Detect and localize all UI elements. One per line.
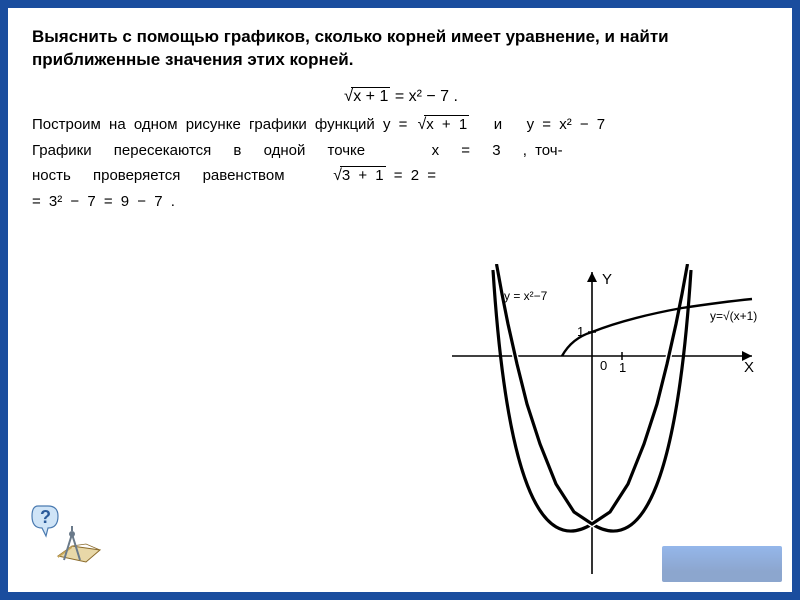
spacer4 [307,167,323,184]
line2-eq1-radicand: x + 1 [424,115,469,133]
sqrt-fn1: x + 1 [416,116,470,134]
parabola-label: y = x²−7 [504,289,548,303]
sqrt-lhs: x + 1 [342,86,390,106]
line3-text: Графики пересекаются в одной точке [32,142,365,159]
svg-text:?: ? [40,507,51,527]
y-axis-label: Y [602,271,612,288]
line2-and: и [494,116,502,133]
corner-accent [662,546,782,582]
line4-radicand: 3 + 1 [340,166,386,184]
help-icon: ? [30,498,102,570]
x-axis-label: X [744,359,754,376]
lhs-radicand: x + 1 [351,87,390,105]
problem-heading: Выяснить с помощью графиков, сколько кор… [32,26,768,72]
line2-text: Построим на одном рисунке графики функци… [32,116,375,133]
graph: 0 1 1 X Y y = x²−7 y=√(x+1) [452,264,762,574]
line4-tail: = 2 = [386,167,436,184]
line4-a: ность [32,167,71,184]
graph-svg: 0 1 1 X Y y = x²−7 y=√(x+1) [452,264,762,574]
line4-c: равенством [203,167,285,184]
verify-line: ность проверяется равенством 3 + 1 = 2 = [32,167,768,185]
construct-line: Построим на одном рисунке графики функци… [32,116,768,134]
result-line: = 3² − 7 = 9 − 7 . [32,193,768,210]
line2-eq1-pref: y = [383,116,416,133]
sqrt-label: y=√(x+1) [710,309,757,323]
period: . [454,88,458,105]
line3-tail: , точ- [523,142,563,159]
origin-label: 0 [600,358,607,373]
line2-eq2: y = x² − 7 [527,116,606,133]
spacer [477,116,485,133]
rhs: x² − 7 [409,88,449,105]
equals: = [395,88,409,105]
spacer3 [387,142,409,159]
sqrt-curve [562,299,752,356]
sqrt-verify: 3 + 1 [331,167,385,185]
main-equation: x + 1 = x² − 7 . [32,86,768,106]
spacer2 [510,116,518,133]
line3-x: x = 3 [432,142,501,159]
intersect-line: Графики пересекаются в одной точке x = 3… [32,142,768,159]
line4-b: проверяется [93,167,180,184]
x-tick-label: 1 [619,360,626,375]
slide: Выяснить с помощью графиков, сколько кор… [8,8,792,592]
y-arrow [587,272,597,282]
